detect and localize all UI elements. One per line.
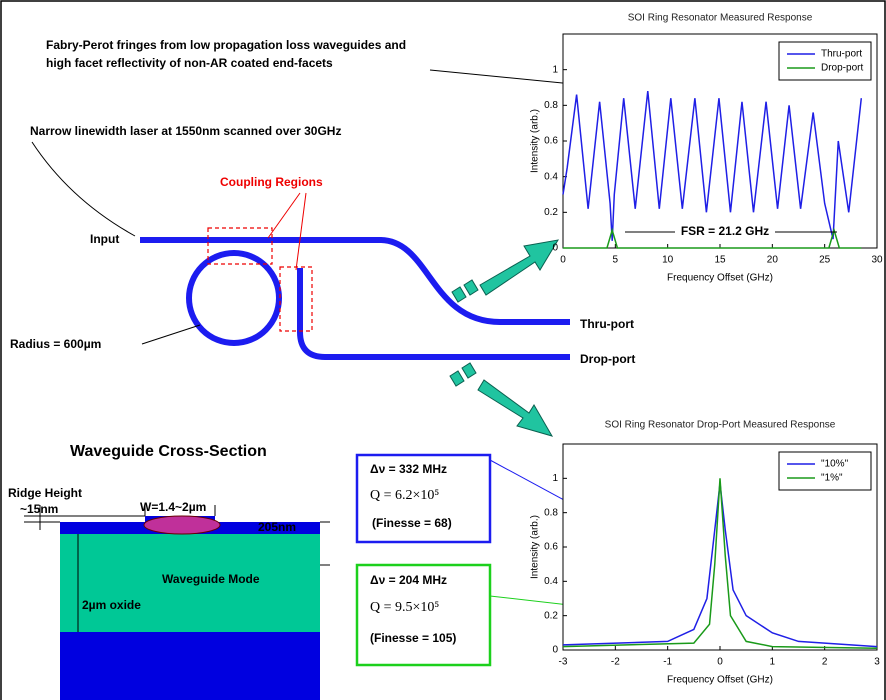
- linewidth: Δν = 204 MHz: [370, 573, 447, 587]
- x-tick-label: 3: [874, 657, 880, 668]
- coupling-box: [207, 227, 313, 332]
- pointer: [141, 324, 201, 345]
- pointer: [31, 141, 136, 237]
- legend-label: "1%": [821, 473, 843, 484]
- series-line: [562, 478, 878, 650]
- y-axis-label: Intensity (arb.): [530, 109, 541, 173]
- legend-label: Drop-port: [821, 63, 863, 74]
- ridge-label: ~15nm: [20, 502, 58, 516]
- annotation: FSR = 21.2 GHz: [681, 224, 769, 238]
- y-tick-label: 0.6: [544, 542, 558, 553]
- waveguides: [140, 237, 570, 360]
- mode-label: Waveguide Mode: [162, 572, 260, 586]
- q-factor: Q = 9.5×10⁵: [370, 600, 439, 615]
- coupling-label: Coupling Regions: [220, 175, 323, 189]
- pointer: [295, 192, 307, 271]
- oxide: [60, 534, 320, 632]
- q-factor: Q = 6.2×10⁵: [370, 488, 439, 503]
- legend-label: "10%": [821, 459, 849, 470]
- x-tick-label: 0: [717, 657, 723, 668]
- series-line: [562, 90, 863, 241]
- dimension: [24, 505, 330, 632]
- x-tick-label: 15: [714, 255, 726, 266]
- chart-title: SOI Ring Resonator Measured Response: [628, 13, 813, 24]
- finesse: (Finesse = 68): [372, 516, 452, 530]
- legend-label: Thru-port: [821, 49, 862, 60]
- x-tick-label: 10: [662, 255, 674, 266]
- port-label: Input: [90, 232, 119, 246]
- x-tick-label: 2: [822, 657, 828, 668]
- thickness-label: 205nm: [258, 520, 296, 534]
- finesse: (Finesse = 105): [370, 631, 456, 645]
- x-tick-label: 0: [560, 255, 566, 266]
- y-tick-label: 1: [552, 64, 558, 75]
- y-axis-label: Intensity (arb.): [530, 515, 541, 579]
- y-tick-label: 1: [552, 473, 558, 484]
- legend: [778, 451, 872, 491]
- x-tick-label: -3: [559, 657, 568, 668]
- arrow: [449, 239, 559, 437]
- y-tick-label: 0.6: [544, 136, 558, 147]
- radius-label: Radius = 600µm: [10, 337, 101, 351]
- y-tick-label: 0.8: [544, 507, 558, 518]
- substrate: [60, 632, 320, 700]
- width-label: W=1.4~2µm: [140, 500, 206, 514]
- x-axis-label: Frequency Offset (GHz): [667, 675, 773, 686]
- mode: [143, 515, 221, 535]
- result-box: [355, 563, 492, 667]
- y-tick-label: 0.2: [544, 610, 558, 621]
- x-tick-label: -1: [663, 657, 672, 668]
- legend: [778, 41, 872, 81]
- x-tick-label: 20: [767, 255, 779, 266]
- linewidth: Δν = 332 MHz: [370, 462, 447, 476]
- fringe-note: Fabry-Perot fringes from low propagation…: [46, 38, 406, 52]
- x-axis-label: Frequency Offset (GHz): [667, 273, 773, 284]
- port-label: Thru-port: [580, 317, 634, 331]
- x-tick-label: 25: [819, 255, 831, 266]
- fringe-note: high facet reflectivity of non-AR coated…: [46, 56, 333, 70]
- y-tick-label: 0.2: [544, 207, 558, 218]
- x-tick-label: 30: [871, 255, 883, 266]
- ridge-label: Ridge Height: [8, 486, 82, 500]
- y-tick-label: 0.8: [544, 100, 558, 111]
- x-tick-label: -2: [611, 657, 620, 668]
- chart-title: SOI Ring Resonator Drop-Port Measured Re…: [605, 420, 836, 431]
- port-label: Drop-port: [580, 352, 635, 366]
- y-tick-label: 0.4: [544, 171, 558, 182]
- oxide-label: 2µm oxide: [82, 598, 141, 612]
- y-tick-label: 0.4: [544, 576, 558, 587]
- pointer: [267, 192, 301, 239]
- y-tick-label: 0: [552, 243, 558, 254]
- series-line: [563, 227, 862, 249]
- section-title: Waveguide Cross-Section: [70, 443, 267, 460]
- x-tick-label: 1: [770, 657, 776, 668]
- laser-note: Narrow linewidth laser at 1550nm scanned…: [30, 124, 341, 138]
- x-tick-label: 5: [613, 255, 619, 266]
- result-box: [355, 453, 492, 544]
- y-tick-label: 0: [552, 645, 558, 656]
